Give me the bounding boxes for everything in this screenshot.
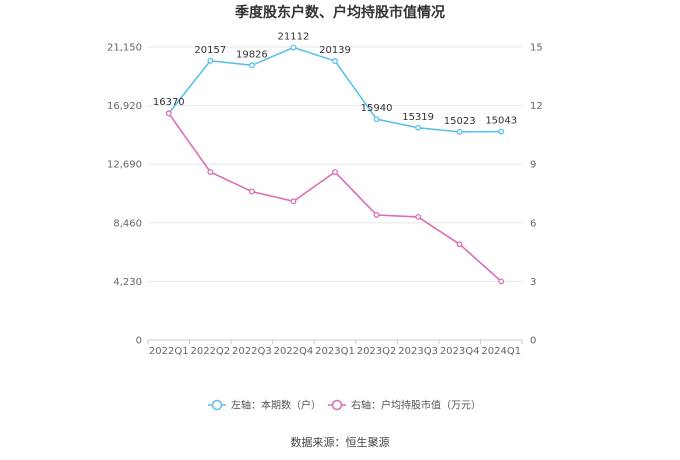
- legend-item-label[interactable]: 右轴：户均持股市值（万元）: [351, 399, 481, 412]
- data-point: [498, 128, 505, 135]
- data-point: [332, 58, 338, 64]
- right-tick-label: 3: [530, 277, 536, 288]
- data-label: 15023: [444, 116, 476, 127]
- data-point: [248, 188, 255, 195]
- series-line-1: [168, 112, 502, 282]
- data-label: 21112: [278, 32, 310, 43]
- data-point: [456, 241, 463, 248]
- x-tick-label: 2022Q4: [274, 346, 314, 357]
- right-tick-label: 9: [530, 160, 536, 171]
- data-point: [290, 44, 297, 51]
- x-tick-label: 2022Q1: [149, 346, 189, 357]
- data-point: [373, 212, 380, 218]
- data-point: [290, 198, 297, 205]
- data-label: 15319: [402, 112, 434, 123]
- right-axis: 0 3 6 9 12 15: [530, 43, 543, 347]
- data-point: [498, 278, 505, 285]
- data-label: 16370: [153, 97, 185, 108]
- left-tick-label: 4,230: [113, 277, 142, 288]
- left-tick-label: 8,460: [113, 218, 142, 229]
- data-point: [456, 128, 463, 135]
- left-tick-label: 16,920: [107, 101, 142, 112]
- x-axis: 2022Q1 2022Q2 2022Q3 2022Q4 2023Q1 2023Q2 2023…: [147, 339, 523, 357]
- left-axis: 0 4,230 8,460 12,690 16,920 21,150: [107, 43, 142, 347]
- x-tick-label: 2023Q2: [357, 346, 397, 357]
- series-group: 16370 20157 19826 21112 20139 15940 15319 15023…: [153, 32, 517, 285]
- x-tick-label: 2023Q3: [398, 346, 438, 357]
- data-label: 15940: [361, 103, 393, 114]
- legend-swatch-marker: [211, 399, 223, 411]
- data-point: [207, 169, 214, 175]
- data-source: 数据来源：恒生聚源: [291, 435, 390, 449]
- data-label: 20157: [194, 45, 226, 56]
- data-point: [207, 57, 214, 64]
- data-point: [165, 110, 172, 117]
- data-point: [332, 169, 338, 175]
- right-tick-label: 12: [530, 101, 543, 112]
- left-tick-label: 21,150: [107, 43, 142, 54]
- x-tick-label: 2022Q2: [190, 346, 230, 357]
- right-tick-label: 0: [530, 336, 536, 347]
- data-point: [373, 116, 380, 123]
- data-point: [415, 213, 422, 220]
- data-label: 19826: [236, 49, 268, 60]
- chart-title: 季度股东户数、户均持股市值情况: [234, 4, 445, 21]
- data-point: [248, 62, 255, 69]
- grid: [148, 46, 522, 282]
- legend[interactable]: 左轴：本期数（户） 右轴：户均持股市值（万元）: [208, 399, 481, 412]
- right-tick-label: 15: [530, 43, 543, 54]
- legend-item-label[interactable]: 左轴：本期数（户）: [231, 399, 321, 412]
- left-tick-label: 12,690: [107, 160, 142, 171]
- data-label: 15043: [485, 116, 517, 127]
- x-tick-label: 2023Q4: [440, 346, 480, 357]
- legend-swatch-marker: [331, 399, 343, 411]
- x-tick-label: 2023Q1: [315, 346, 355, 357]
- data-point: [415, 124, 422, 131]
- data-label: 20139: [319, 45, 351, 56]
- x-tick-label: 2022Q3: [232, 346, 272, 357]
- left-tick-label: 0: [136, 336, 142, 347]
- right-tick-label: 6: [530, 218, 536, 229]
- x-tick-label: 2024Q1: [481, 346, 521, 357]
